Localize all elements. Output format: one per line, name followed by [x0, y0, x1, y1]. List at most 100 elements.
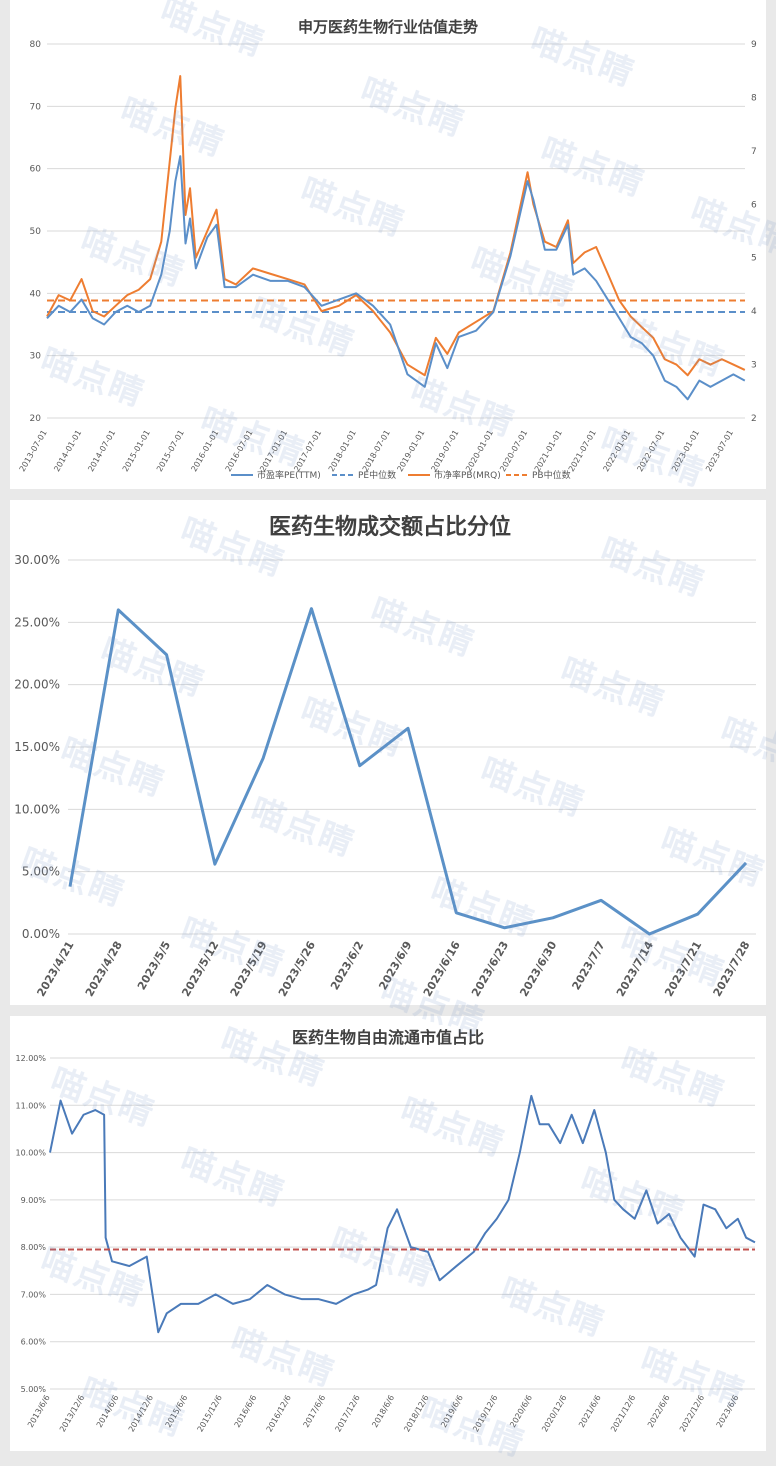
x-tick-label: 2020/6/6 [508, 1394, 534, 1430]
turnover-percentile-line [68, 607, 748, 936]
y-right-tick-label: 3 [751, 361, 757, 371]
y-right-tick-label: 9 [751, 40, 757, 50]
x-tick-label: 2019-07-01 [429, 429, 460, 474]
float-cap-ratio-line [49, 1094, 756, 1334]
y-left-tick-label: 50 [30, 227, 42, 237]
y-left-tick-label: 30 [30, 352, 42, 362]
y-tick-label: 0.00% [22, 927, 60, 941]
x-tick-label: 2022/6/6 [646, 1394, 672, 1430]
x-tick-label: 2018-01-01 [327, 429, 358, 474]
y-tick-label: 15.00% [14, 740, 60, 754]
x-tick-label: 2018/6/6 [370, 1394, 396, 1430]
y-right-tick-label: 8 [751, 93, 757, 103]
y-tick-label: 11.00% [15, 1101, 46, 1110]
legend-pb: 市净率PB(MRQ) [434, 469, 501, 481]
x-tick-label: 2017-01-01 [258, 429, 289, 474]
x-tick-label: 2017-07-01 [292, 429, 323, 474]
turnover-chart: 医药生物成交额占比分位 0.00% 5.00% 10.00% 15.00% 20.00%… [14, 514, 756, 999]
y-tick-label: 30.00% [14, 553, 60, 567]
x-tick-label: 2023/5/26 [276, 939, 318, 999]
x-tick-label: 2021-01-01 [533, 429, 564, 474]
x-tick-label: 2023/6/9 [376, 939, 414, 992]
y-tick-label: 12.00% [15, 1054, 46, 1063]
x-tick-label: 2021-07-01 [567, 429, 598, 474]
x-tick-label: 2013/6/6 [26, 1394, 52, 1430]
y-right-tick-label: 4 [751, 307, 757, 317]
legend-pe-median: PE中位数 [358, 469, 396, 481]
x-tick-label: 2023-01-01 [670, 429, 701, 474]
y-tick-label: 5.00% [22, 865, 60, 879]
x-tick-label: 2022/12/6 [678, 1394, 706, 1434]
x-tick-label: 2015-07-01 [155, 429, 186, 474]
x-tick-label: 2023/7/21 [662, 939, 704, 999]
y-right-tick-label: 7 [751, 147, 757, 157]
x-tick-label: 2023/5/5 [135, 939, 173, 992]
x-tick-label: 2019/12/6 [471, 1394, 499, 1434]
y-tick-label: 20.00% [14, 678, 60, 692]
y-tick-label: 5.00% [21, 1385, 47, 1394]
y-left-tick-label: 60 [30, 165, 42, 175]
y-tick-label: 25.00% [14, 615, 60, 629]
chart2-title: 医药生物成交额占比分位 [269, 514, 511, 540]
x-tick-label: 2016/12/6 [265, 1394, 293, 1434]
x-tick-label: 2019-01-01 [395, 429, 426, 474]
x-tick-label: 2016-07-01 [224, 429, 255, 474]
x-tick-label: 2013-07-01 [18, 429, 49, 474]
x-tick-label: 2023/4/28 [83, 939, 125, 999]
legend-pb-median: PB中位数 [532, 469, 571, 481]
float-cap-chart: 医药生物自由流通市值占比 5.00% 6.00% 7.00% 8.00% 9.00% 10… [15, 1028, 756, 1434]
y-right-tick-label: 2 [751, 414, 757, 424]
x-tick-label: 2023/5/19 [228, 939, 270, 999]
x-tick-label: 2023/6/16 [421, 939, 463, 999]
x-tick-label: 2023-07-01 [704, 429, 735, 474]
y-tick-label: 10.00% [15, 1149, 46, 1158]
x-tick-label: 2019/6/6 [439, 1394, 465, 1430]
x-tick-label: 2022-07-01 [635, 429, 666, 474]
x-tick-label: 2016-01-01 [189, 429, 220, 474]
x-tick-label: 2020-01-01 [464, 429, 495, 474]
x-tick-label: 2023/5/12 [179, 939, 221, 999]
chart3-title: 医药生物自由流通市值占比 [292, 1028, 484, 1047]
y-left-tick-label: 40 [30, 289, 42, 299]
x-tick-label: 2023/7/7 [569, 939, 607, 992]
x-tick-label: 2014/12/6 [127, 1394, 155, 1434]
y-left-tick-label: 70 [30, 102, 42, 112]
chart1-title: 申万医药生物行业估值走势 [298, 18, 478, 36]
x-tick-label: 2023/7/28 [711, 939, 753, 999]
y-left-tick-label: 80 [30, 40, 42, 50]
x-tick-label: 2020/12/6 [540, 1394, 568, 1434]
x-tick-label: 2014-01-01 [52, 429, 83, 474]
x-tick-label: 2013/12/6 [58, 1394, 86, 1434]
x-tick-label: 2023/6/2 [328, 939, 366, 992]
float-cap-chart-panel: 医药生物自由流通市值占比 5.00% 6.00% 7.00% 8.00% 9.00% 10… [10, 1016, 766, 1451]
legend-pe: 市盈率PE(TTM) [257, 469, 321, 481]
y-tick-label: 9.00% [21, 1196, 47, 1205]
y-right-tick-label: 5 [751, 254, 757, 264]
x-tick-label: 2015/6/6 [164, 1394, 190, 1430]
x-tick-label: 2014/6/6 [95, 1394, 121, 1430]
x-tick-label: 2020-07-01 [498, 429, 529, 474]
x-tick-label: 2023/6/30 [517, 939, 559, 999]
x-tick-label: 2023/4/21 [35, 939, 77, 999]
y-right-tick-label: 6 [751, 200, 757, 210]
x-tick-label: 2018/12/6 [402, 1394, 430, 1434]
x-tick-label: 2015/12/6 [196, 1394, 224, 1434]
x-tick-label: 2017/6/6 [302, 1394, 328, 1430]
x-tick-label: 2017/12/6 [333, 1394, 361, 1434]
y-tick-label: 10.00% [14, 802, 60, 816]
x-tick-label: 2023/6/6 [715, 1394, 741, 1430]
x-tick-label: 2021/6/6 [577, 1394, 603, 1430]
valuation-chart: 申万医药生物行业估值走势 20 30 40 50 60 70 80 2 3 4 5 6 7 8 9 201… [18, 18, 757, 481]
x-tick-label: 2023/7/14 [614, 939, 656, 999]
x-tick-label: 2021/12/6 [609, 1394, 637, 1434]
x-tick-label: 2018-07-01 [361, 429, 392, 474]
pe-series-line [46, 155, 746, 401]
y-tick-label: 7.00% [21, 1290, 47, 1299]
x-tick-label: 2014-07-01 [86, 429, 117, 474]
x-tick-label: 2016/6/6 [233, 1394, 259, 1430]
valuation-chart-panel: 申万医药生物行业估值走势 20 30 40 50 60 70 80 2 3 4 5 6 7 8 9 201… [10, 0, 766, 489]
x-tick-label: 2022-01-01 [601, 429, 632, 474]
y-left-tick-label: 20 [30, 414, 42, 424]
turnover-chart-panel: 医药生物成交额占比分位 0.00% 5.00% 10.00% 15.00% 20.00%… [10, 500, 766, 1005]
y-tick-label: 6.00% [21, 1338, 47, 1347]
